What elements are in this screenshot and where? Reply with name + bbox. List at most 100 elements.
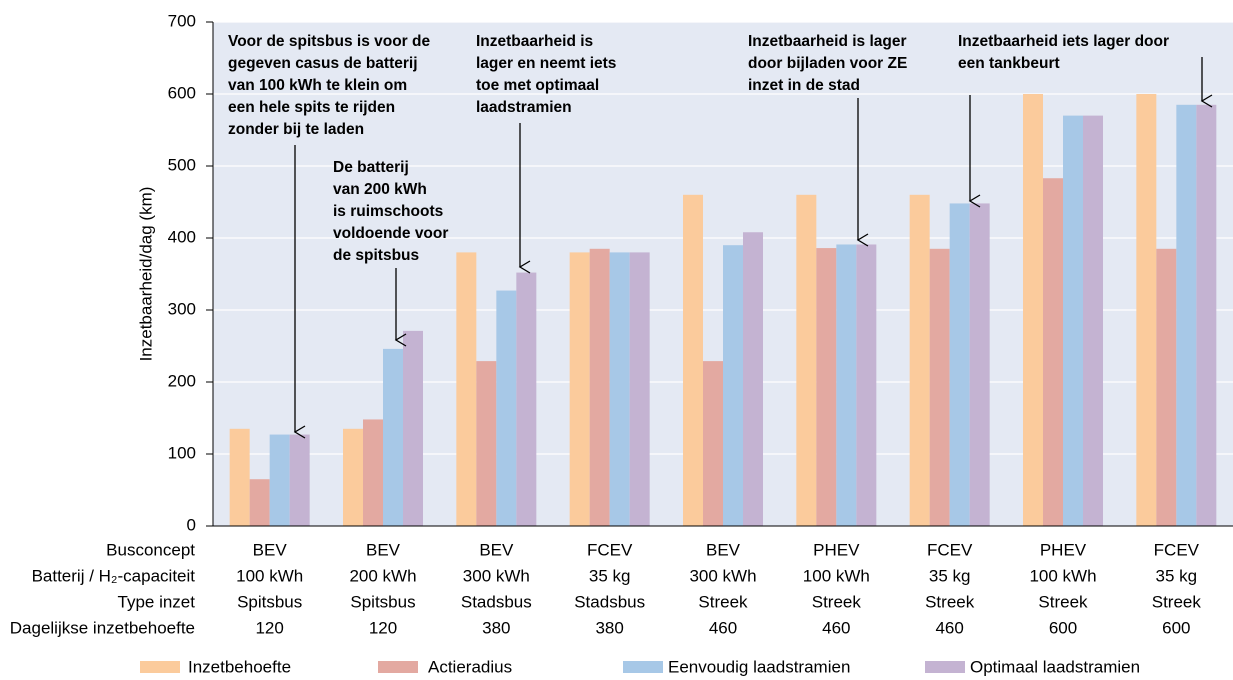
legend-label: Inzetbehoefte	[188, 657, 291, 676]
bar	[1136, 94, 1157, 526]
bar	[929, 248, 950, 527]
x-tick-label: Spitsbus	[350, 592, 415, 611]
annotation: Inzetbaarheid is	[476, 33, 593, 50]
x-tick-label: 380	[482, 618, 510, 637]
x-tick-label: 35 kg	[589, 566, 631, 585]
bar	[683, 194, 703, 527]
x-tick-label: 100 kWh	[1029, 566, 1096, 585]
bar	[629, 252, 650, 526]
y-tick-label: 200	[168, 371, 196, 390]
annotation: een hele spits te rijden	[228, 99, 395, 116]
x-tick-label: Stadsbus	[574, 592, 645, 611]
legend-swatch	[925, 661, 965, 673]
bar	[516, 272, 537, 526]
bar	[456, 252, 477, 526]
annotation: gegeven casus de batterij	[228, 55, 418, 72]
row-label: Busconcept	[106, 540, 195, 559]
bar	[609, 252, 630, 526]
x-tick-label: Streek	[812, 592, 862, 611]
x-tick-label: 600	[1162, 618, 1190, 637]
bar	[383, 348, 403, 526]
x-tick-label: BEV	[366, 540, 401, 559]
x-tick-label: FCEV	[927, 540, 973, 559]
x-tick-label: 460	[709, 618, 737, 637]
y-tick-label: 400	[168, 227, 196, 246]
bar	[403, 330, 423, 526]
bar	[569, 252, 590, 526]
bar	[1083, 115, 1103, 526]
annotation: de spitsbus	[333, 247, 419, 264]
x-tick-label: 35 kg	[1156, 566, 1198, 585]
bar	[496, 290, 517, 526]
x-tick-label: 100 kWh	[236, 566, 303, 585]
bar	[229, 428, 250, 526]
bar	[836, 244, 857, 527]
bar	[363, 419, 383, 526]
annotation: door bijladen voor ZE	[748, 55, 907, 72]
x-tick-label: 120	[255, 618, 283, 637]
y-tick-label: 500	[168, 155, 196, 174]
bar	[1196, 104, 1217, 527]
bar	[856, 244, 877, 527]
bar	[1156, 248, 1177, 527]
annotation: inzet in de stad	[748, 77, 860, 94]
x-tick-label: 120	[369, 618, 397, 637]
bar	[949, 203, 970, 526]
x-tick-label: BEV	[479, 540, 514, 559]
bar	[589, 248, 610, 527]
x-tick-label: Streek	[925, 592, 975, 611]
annotation: Voor de spitsbus is voor de	[228, 33, 430, 50]
x-tick-label: 460	[822, 618, 850, 637]
annotation: laadstramien	[476, 99, 572, 116]
legend-swatch	[140, 661, 180, 673]
x-tick-label: BEV	[253, 540, 288, 559]
bar	[743, 232, 763, 527]
y-tick-label: 600	[168, 83, 196, 102]
row-label: Type inzet	[118, 592, 196, 611]
annotation: van 100 kWh te klein om	[228, 77, 407, 94]
bar	[1176, 104, 1197, 527]
bar	[909, 194, 930, 527]
x-tick-label: Spitsbus	[237, 592, 302, 611]
x-tick-label: 200 kWh	[349, 566, 416, 585]
bar	[816, 248, 837, 526]
bar	[249, 479, 270, 526]
row-label: Batterij / H₂-capaciteit	[32, 566, 196, 585]
bar	[723, 245, 743, 526]
bar	[269, 434, 290, 526]
bar	[343, 428, 363, 526]
row-label: Dagelijkse inzetbehoefte	[10, 618, 195, 637]
x-tick-label: Streek	[1152, 592, 1202, 611]
annotation: Inzetbaarheid iets lager door	[958, 33, 1169, 50]
x-tick-label: Streek	[698, 592, 748, 611]
annotation: is ruimschoots	[333, 203, 443, 220]
annotation: Inzetbaarheid is lager	[748, 33, 907, 50]
bar	[703, 361, 723, 526]
legend-label: Eenvoudig laadstramien	[668, 657, 850, 676]
x-tick-label: 35 kg	[929, 566, 971, 585]
legend-label: Optimaal laadstramien	[970, 657, 1140, 676]
annotation: van 200 kWh	[333, 181, 427, 198]
bar	[1043, 178, 1063, 527]
annotation: lager en neemt iets	[476, 55, 616, 72]
x-tick-label: PHEV	[1040, 540, 1087, 559]
y-axis-label: Inzetbaarheid/dag (km)	[136, 187, 155, 362]
x-tick-label: BEV	[706, 540, 741, 559]
bar	[796, 194, 817, 527]
x-tick-label: 300 kWh	[463, 566, 530, 585]
legend-swatch	[378, 661, 418, 673]
annotation: toe met optimaal	[476, 77, 599, 94]
y-tick-label: 300	[168, 299, 196, 318]
x-tick-label: PHEV	[813, 540, 860, 559]
bar	[1063, 115, 1083, 526]
y-tick-label: 700	[168, 11, 196, 30]
annotation: een tankbeurt	[958, 55, 1060, 72]
bar	[289, 434, 310, 526]
x-tick-label: Stadsbus	[461, 592, 532, 611]
x-tick-label: FCEV	[1154, 540, 1200, 559]
x-tick-label: 380	[595, 618, 623, 637]
x-tick-label: 300 kWh	[689, 566, 756, 585]
annotation: De batterij	[333, 159, 409, 176]
